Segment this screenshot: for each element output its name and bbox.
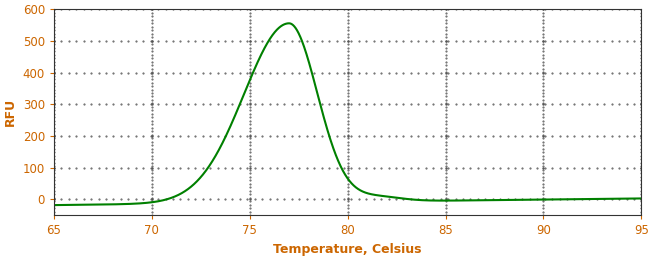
X-axis label: Temperature, Celsius: Temperature, Celsius	[274, 243, 422, 256]
Y-axis label: RFU: RFU	[4, 98, 17, 126]
